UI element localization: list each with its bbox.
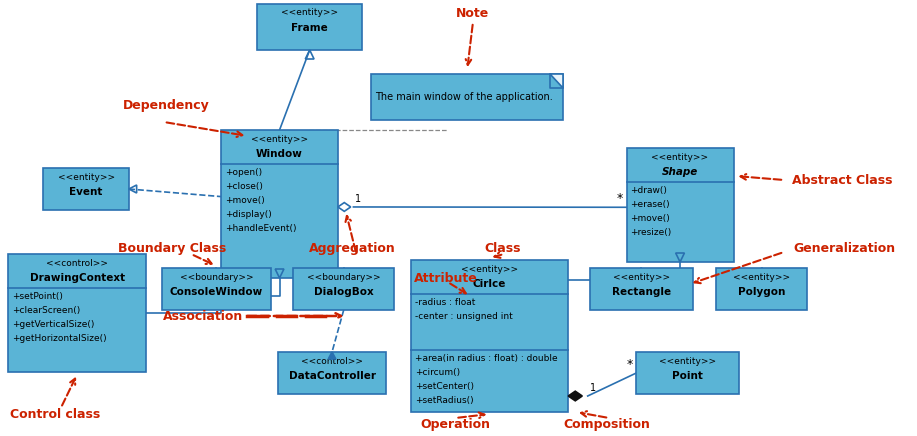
Bar [716,268,807,310]
Text: +getHorizontalSize(): +getHorizontalSize() [12,334,107,343]
Text: +resize(): +resize() [631,228,672,237]
Text: Generalization: Generalization [794,242,896,255]
Text: Operation: Operation [421,418,491,430]
Text: +setCenter(): +setCenter() [414,382,474,391]
Text: +setPoint(): +setPoint() [12,292,63,301]
Bar [8,254,147,372]
Text: Attribute: Attribute [414,272,478,285]
Text: +area(in radius : float) : double: +area(in radius : float) : double [414,354,558,363]
Text: Association: Association [162,310,243,323]
Text: Control class: Control class [10,408,100,420]
Text: DialogBox: DialogBox [314,287,373,297]
Text: Note: Note [457,7,490,20]
Text: Class: Class [484,242,521,255]
Text: +display(): +display() [225,210,271,219]
Text: <<control>>: <<control>> [301,357,363,365]
Text: +getVerticalSize(): +getVerticalSize() [12,320,94,329]
Text: Abstract Class: Abstract Class [792,174,892,187]
Bar [257,4,362,50]
Bar [278,352,386,394]
Bar [221,130,337,278]
Polygon shape [569,391,582,401]
Bar [43,168,129,210]
Text: *: * [626,358,633,371]
Bar [162,268,271,310]
Text: Dependency: Dependency [123,99,209,112]
Text: <<entity>>: <<entity>> [282,8,338,17]
Text: +move(): +move() [225,196,265,205]
Bar [626,148,734,262]
Text: ConsoleWindow: ConsoleWindow [170,287,263,297]
Text: +setRadius(): +setRadius() [414,396,473,405]
Text: 1: 1 [356,194,361,204]
Polygon shape [550,74,563,88]
Text: <<entity>>: <<entity>> [659,357,716,365]
Text: <<entity>>: <<entity>> [651,153,709,161]
Polygon shape [328,352,336,359]
Text: Boundary Class: Boundary Class [117,242,226,255]
Text: -center : unsigned int: -center : unsigned int [414,312,513,321]
Text: <<entity>>: <<entity>> [461,265,518,273]
Text: DrawingContext: DrawingContext [29,273,125,283]
Text: +close(): +close() [225,182,263,191]
Text: Rectangle: Rectangle [612,287,670,297]
Text: <<entity>>: <<entity>> [58,173,115,181]
Polygon shape [337,203,350,211]
Text: <<boundary>>: <<boundary>> [307,272,381,282]
Text: Point: Point [672,371,703,381]
Text: Polygon: Polygon [738,287,785,297]
Text: <<entity>>: <<entity>> [734,272,790,282]
Text: DataController: DataController [289,371,376,381]
Text: <<entity>>: <<entity>> [613,272,669,282]
Text: <<control>>: <<control>> [47,259,108,268]
Text: Event: Event [70,187,103,197]
Text: +handleEvent(): +handleEvent() [225,224,296,233]
Bar [293,268,394,310]
Text: +open(): +open() [225,168,262,177]
Bar [411,260,569,412]
Text: +erase(): +erase() [631,200,670,209]
Text: Aggregation: Aggregation [309,242,396,255]
Text: +move(): +move() [631,214,670,223]
Text: <<entity>>: <<entity>> [251,134,308,143]
Bar [370,74,563,120]
Text: 1: 1 [590,383,596,393]
Text: Window: Window [256,149,303,159]
Text: +circum(): +circum() [414,368,459,377]
Bar [590,268,692,310]
Text: -radius : float: -radius : float [414,298,475,307]
Text: Composition: Composition [564,418,650,430]
Text: +draw(): +draw() [631,186,668,195]
Text: The main window of the application.: The main window of the application. [375,92,553,102]
Text: <<boundary>>: <<boundary>> [180,272,253,282]
Text: *: * [617,192,624,205]
Text: Shape: Shape [662,167,698,177]
Text: +clearScreen(): +clearScreen() [12,306,81,315]
Text: Frame: Frame [292,23,328,33]
Text: Cirlce: Cirlce [473,279,506,289]
Bar [636,352,739,394]
